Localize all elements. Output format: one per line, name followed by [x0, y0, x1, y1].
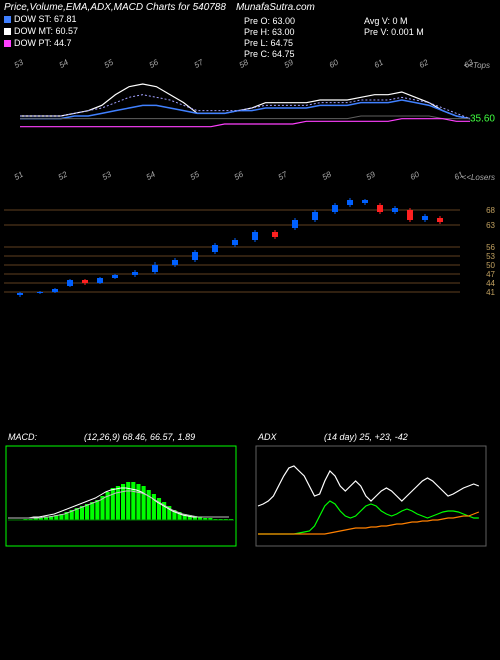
svg-text:59: 59: [365, 170, 378, 182]
svg-text:35.60: 35.60: [470, 113, 495, 124]
svg-text:47: 47: [486, 270, 495, 279]
svg-text:58: 58: [238, 58, 251, 70]
ema-panel: 5354555657585960616263<<Tops35.60: [0, 58, 500, 158]
ohlc-stats: Pre O: 63.00Pre H: 63.00Pre L: 64.75Pre …: [244, 16, 295, 60]
svg-text:53: 53: [101, 170, 114, 182]
svg-text:52: 52: [57, 170, 70, 182]
chart-source: MunafaSutra.com: [236, 2, 315, 13]
svg-text:<<Tops: <<Tops: [464, 61, 490, 70]
svg-text:58: 58: [321, 170, 334, 182]
svg-text:54: 54: [58, 58, 71, 70]
svg-text:(12,26,9) 68.46, 66.57, 1.8: (12,26,9) 68.46, 66.57, 1.89: [84, 432, 195, 442]
svg-text:54: 54: [145, 170, 158, 182]
svg-text:55: 55: [103, 58, 116, 70]
svg-text:MACD:: MACD:: [8, 432, 37, 442]
price-panel: 5152535455565758596061<<Losers6863565350…: [0, 170, 500, 330]
svg-text:55: 55: [189, 170, 202, 182]
svg-text:(14 day) 25, +23, -42: (14 day) 25, +23, -42: [324, 432, 408, 442]
svg-text:53: 53: [13, 58, 26, 70]
svg-text:68: 68: [486, 206, 495, 215]
svg-text:60: 60: [409, 170, 422, 182]
macd-panel: MACD: (12,26,9) 68.46, 66.57, 1.89: [4, 430, 244, 550]
volume-stats: Avg V: 0 MPre V: 0.001 M: [364, 16, 424, 38]
svg-text:56: 56: [148, 58, 161, 70]
chart-title: Price,Volume,EMA,ADX,MACD Charts for 540…: [4, 2, 226, 13]
svg-text:62: 62: [418, 58, 431, 70]
svg-text:59: 59: [283, 58, 296, 70]
svg-text:50: 50: [486, 261, 495, 270]
svg-text:57: 57: [277, 170, 290, 182]
svg-text:ADX: ADX: [257, 432, 278, 442]
svg-text:57: 57: [193, 58, 206, 70]
svg-text:51: 51: [13, 170, 25, 182]
svg-text:53: 53: [486, 252, 495, 261]
svg-text:44: 44: [486, 279, 495, 288]
chart-header: Price,Volume,EMA,ADX,MACD Charts for 540…: [4, 2, 496, 42]
svg-text:41: 41: [486, 288, 495, 297]
svg-text:63: 63: [486, 221, 495, 230]
svg-text:<<Losers: <<Losers: [462, 173, 495, 182]
svg-text:60: 60: [328, 58, 341, 70]
svg-text:61: 61: [373, 58, 385, 70]
svg-text:56: 56: [233, 170, 246, 182]
svg-text:56: 56: [486, 243, 495, 252]
adx-panel: ADX (14 day) 25, +23, -42: [254, 430, 494, 550]
